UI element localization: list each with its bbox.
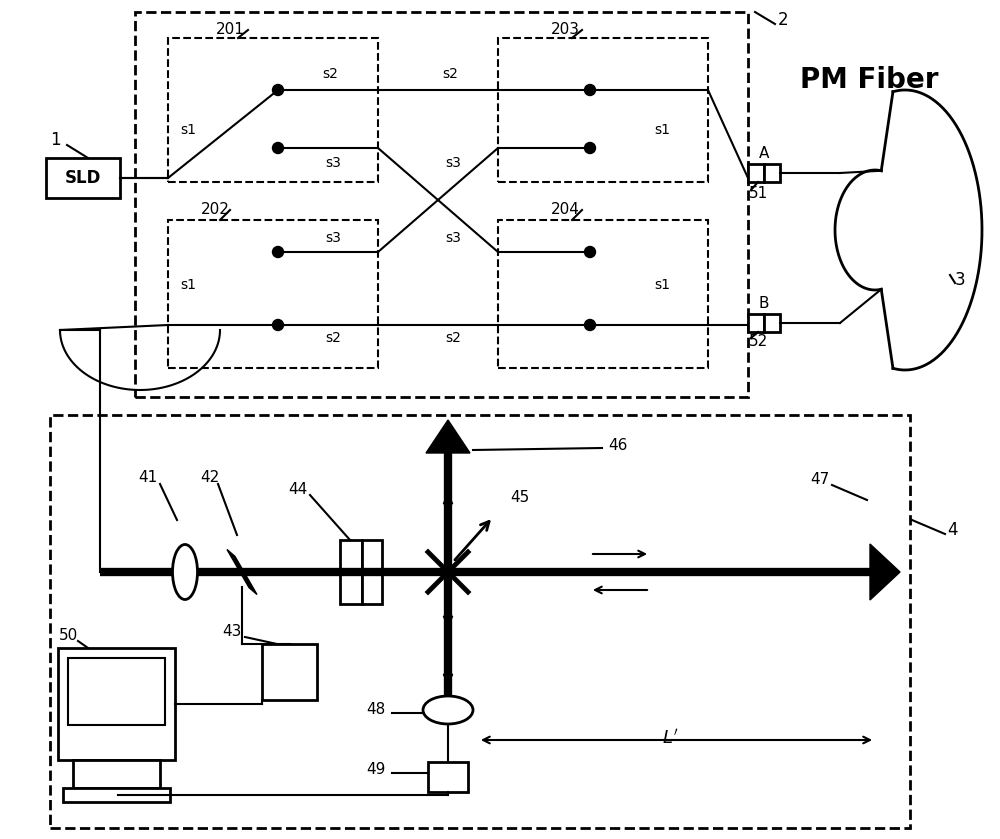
Text: s3: s3: [325, 231, 341, 245]
Text: s3: s3: [445, 156, 461, 170]
Text: 201: 201: [216, 23, 244, 38]
Text: 3: 3: [955, 271, 965, 289]
Circle shape: [584, 320, 596, 331]
Text: 52: 52: [748, 335, 768, 350]
Bar: [764, 164, 780, 182]
Bar: [50, 415, 910, 828]
Bar: [428, 762, 468, 792]
Text: s3: s3: [445, 231, 461, 245]
Text: 47: 47: [810, 472, 830, 487]
Bar: [135, 12, 748, 397]
Bar: [764, 314, 780, 332]
Text: s1: s1: [180, 278, 196, 292]
Text: 48: 48: [366, 702, 386, 717]
Text: $L'$: $L'$: [662, 728, 678, 748]
Polygon shape: [870, 544, 900, 600]
Text: A: A: [759, 145, 769, 160]
Text: s1: s1: [654, 278, 670, 292]
Circle shape: [584, 143, 596, 154]
Ellipse shape: [173, 545, 198, 600]
Text: s2: s2: [445, 331, 461, 345]
Text: PM Fiber: PM Fiber: [800, 66, 938, 94]
Bar: [168, 38, 378, 182]
Text: 51: 51: [748, 186, 768, 201]
Bar: [168, 220, 378, 368]
Bar: [262, 644, 317, 700]
Text: 50: 50: [58, 628, 78, 644]
Text: s2: s2: [322, 67, 338, 81]
Bar: [498, 38, 708, 182]
Bar: [498, 220, 708, 368]
Bar: [46, 158, 120, 198]
Text: 45: 45: [510, 491, 530, 506]
Text: 203: 203: [550, 23, 580, 38]
Text: 49: 49: [366, 763, 386, 778]
Text: 44: 44: [288, 482, 308, 498]
Text: 46: 46: [608, 437, 628, 452]
Polygon shape: [426, 420, 470, 453]
Polygon shape: [227, 550, 257, 595]
Circle shape: [272, 247, 284, 258]
Text: 41: 41: [138, 471, 158, 486]
Bar: [63, 788, 170, 802]
Text: 2: 2: [778, 11, 788, 29]
Bar: [58, 648, 175, 760]
Text: s1: s1: [654, 123, 670, 137]
Bar: [340, 540, 362, 604]
Circle shape: [272, 143, 284, 154]
Text: 202: 202: [201, 202, 229, 217]
Text: SLD: SLD: [65, 169, 101, 187]
Text: s2: s2: [442, 67, 458, 81]
Bar: [748, 164, 764, 182]
Text: s1: s1: [180, 123, 196, 137]
Circle shape: [584, 247, 596, 258]
Bar: [73, 760, 160, 788]
Text: 204: 204: [551, 202, 579, 217]
Text: s2: s2: [325, 331, 341, 345]
Circle shape: [584, 85, 596, 96]
Circle shape: [272, 85, 284, 96]
Text: 43: 43: [222, 624, 242, 639]
Bar: [748, 314, 764, 332]
Bar: [68, 658, 165, 725]
Text: 4: 4: [948, 521, 958, 539]
Text: B: B: [759, 296, 769, 311]
Text: s3: s3: [325, 156, 341, 170]
Text: 1: 1: [50, 131, 60, 149]
Text: 42: 42: [200, 471, 220, 486]
Bar: [362, 540, 382, 604]
Ellipse shape: [423, 696, 473, 724]
Circle shape: [272, 320, 284, 331]
